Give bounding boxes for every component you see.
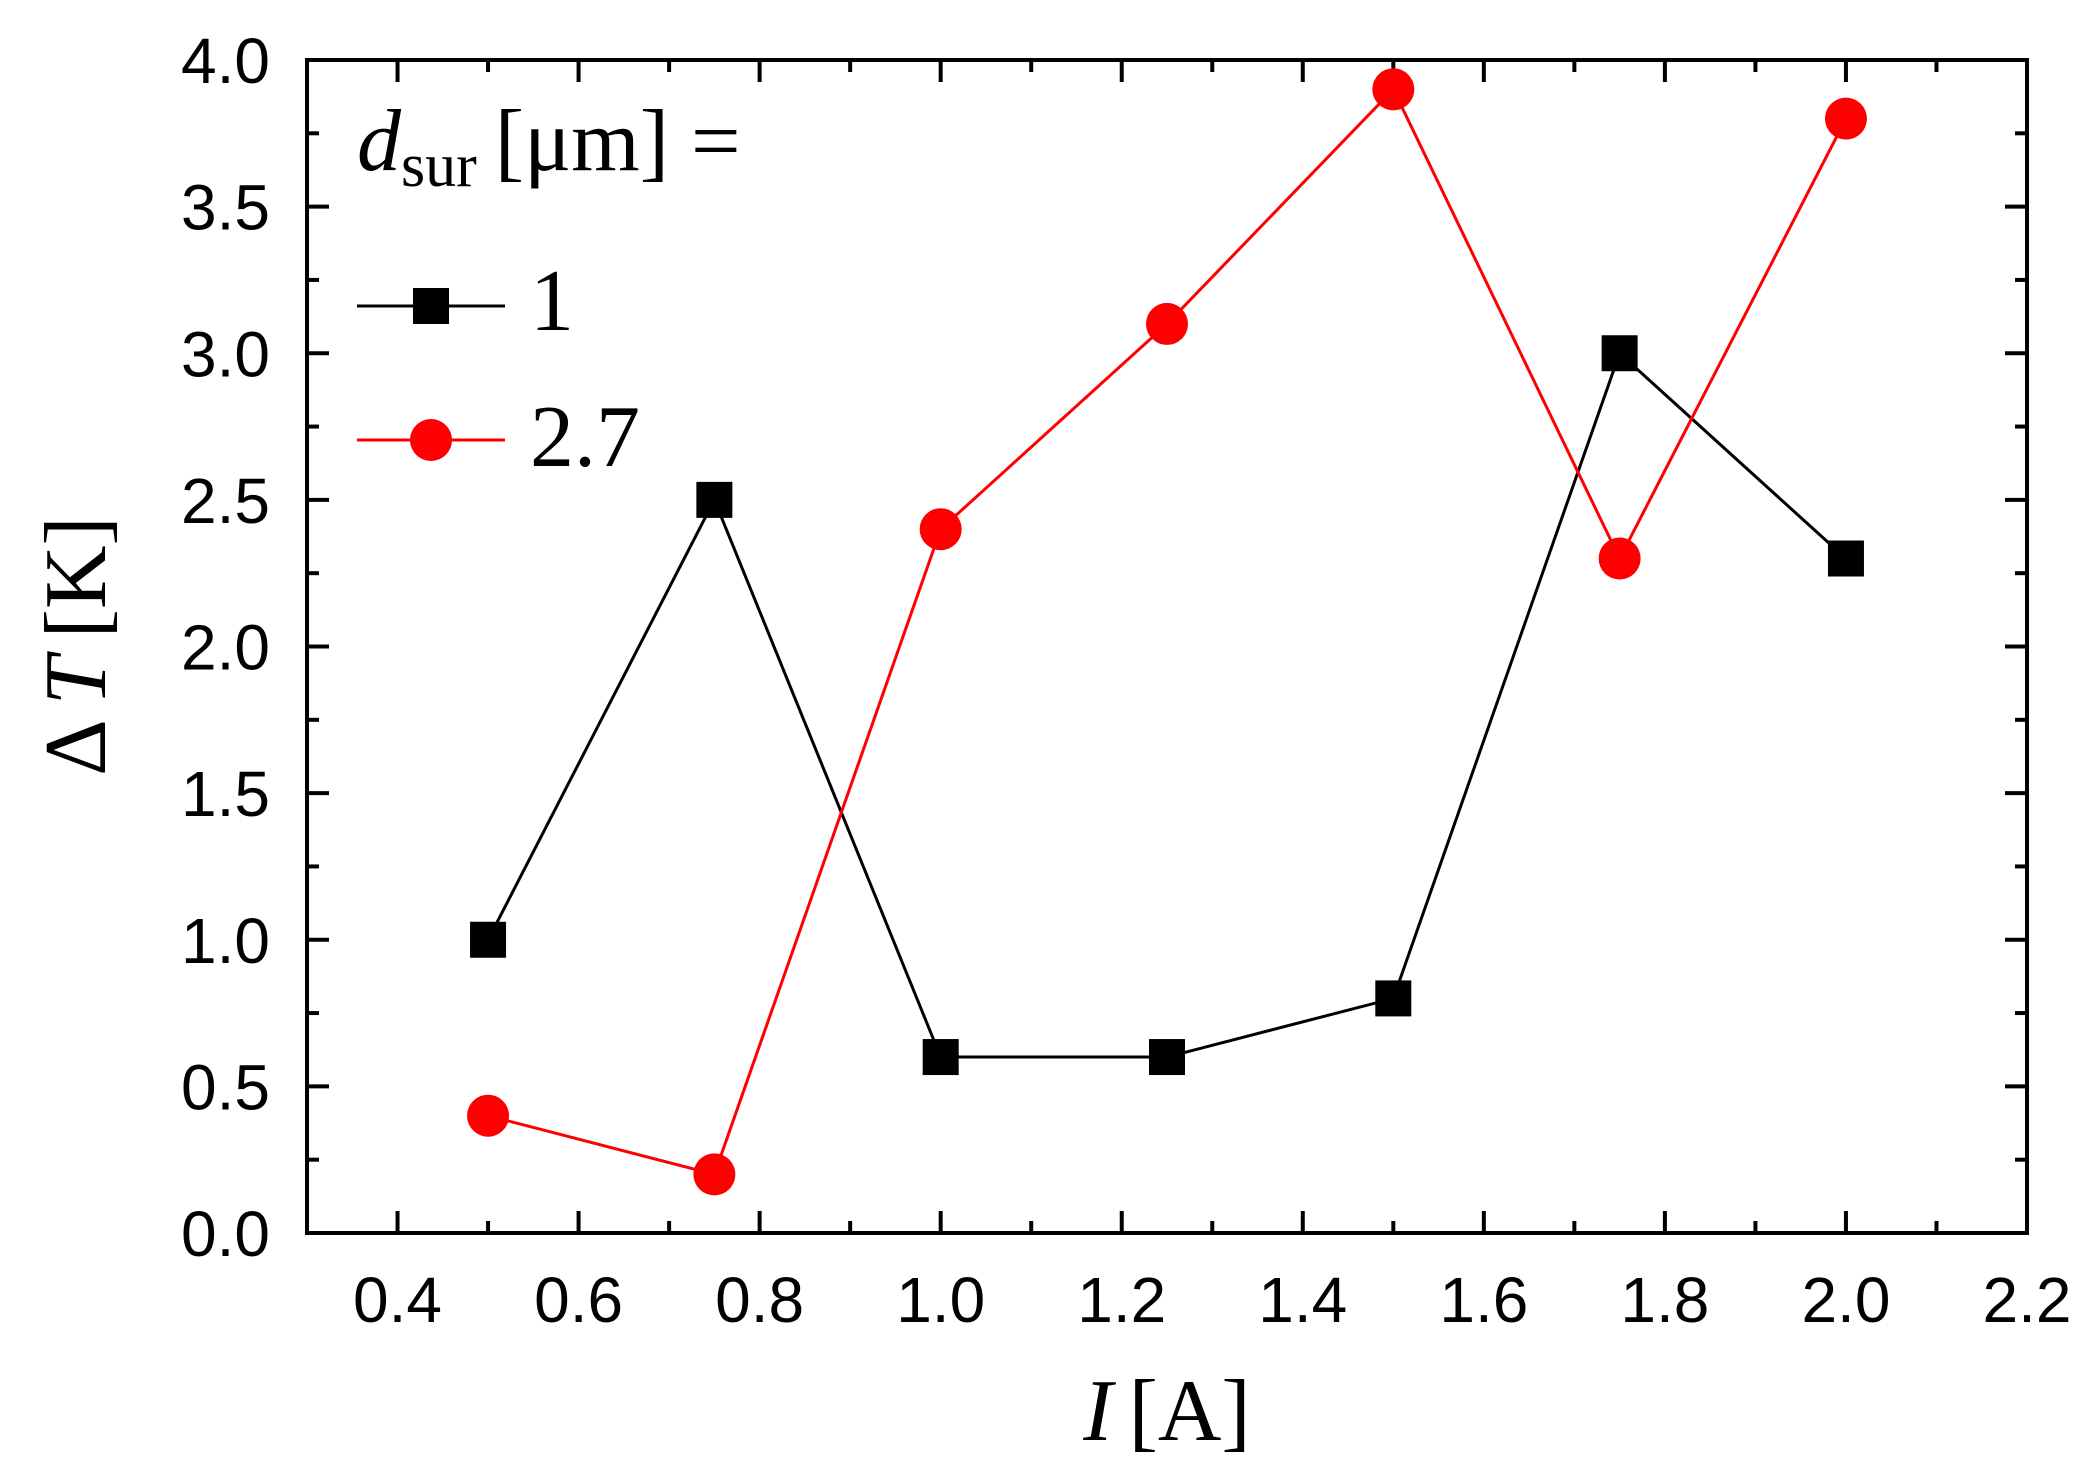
y-tick-label: 1.0	[181, 905, 270, 977]
y-axis-symbol: T	[28, 650, 125, 705]
y-tick-label: 2.0	[181, 612, 270, 684]
x-axis-unit: [A]	[1129, 1363, 1251, 1460]
x-tick-label: 0.6	[534, 1264, 623, 1336]
y-tick-label: 0.0	[181, 1198, 270, 1270]
x-tick-label: 0.8	[715, 1264, 804, 1336]
legend-title-subscript: sur	[401, 132, 477, 200]
series-1-point	[1149, 1039, 1185, 1076]
legend-label-series-1: 1	[530, 253, 574, 350]
series-2-line	[487, 86, 1848, 1177]
x-tick-label: 2.0	[1801, 1264, 1890, 1336]
y-tick-label: 3.0	[181, 318, 270, 390]
x-tick-label: 1.6	[1439, 1264, 1528, 1336]
series-1-point	[922, 1039, 959, 1076]
y-axis-prefix: Δ	[28, 719, 125, 776]
series-2-point	[1824, 97, 1867, 140]
x-axis-symbol: I	[1082, 1363, 1116, 1460]
series-2-point	[467, 1094, 510, 1137]
series-1-point	[1827, 540, 1864, 577]
y-tick-label: 4.0	[181, 25, 270, 97]
legend-label-series-2: 2.7	[530, 389, 640, 486]
y-tick-label: 3.5	[181, 172, 270, 244]
y-axis-title: ΔT [K]	[28, 516, 125, 776]
series-1-point	[1375, 980, 1412, 1017]
legend-marker-series-2	[410, 419, 452, 461]
series-2-point	[1146, 302, 1188, 345]
x-tick-label: 1.8	[1620, 1264, 1709, 1336]
series-2-point	[1372, 68, 1415, 111]
axis-tick-labels: 0.4 0.6 0.8 1.0 1.2 1.4 1.6 1.8 2.0 2.2 0.0 0.5 1.0 1…	[181, 25, 2071, 1336]
x-tick-label: 0.4	[353, 1264, 442, 1336]
legend-title: dsur [μm] =	[357, 93, 741, 200]
axis-ticks	[305, 58, 2029, 1235]
series-1-line	[486, 350, 1847, 1059]
legend-title-rest: [μm] =	[495, 93, 741, 190]
legend-title-symbol: d	[357, 93, 402, 190]
series-2-point	[1598, 537, 1641, 580]
y-tick-label: 0.5	[181, 1051, 270, 1123]
y-tick-label: 2.5	[181, 465, 270, 537]
y-tick-label: 1.5	[181, 758, 270, 830]
legend-marker-series-1	[413, 288, 449, 324]
series-2-point	[919, 508, 962, 551]
x-axis-title: I [A]	[1082, 1363, 1250, 1460]
x-tick-label: 1.2	[1077, 1264, 1166, 1336]
x-tick-label: 1.4	[1258, 1264, 1347, 1336]
x-tick-label: 1.0	[896, 1264, 985, 1336]
series-1-point	[470, 921, 507, 958]
y-axis-unit: [K]	[28, 516, 125, 638]
series-2-point	[693, 1153, 736, 1196]
x-tick-label: 2.2	[1983, 1264, 2072, 1336]
series-1-point	[1601, 335, 1638, 372]
legend: dsur [μm] = 1 2.7	[357, 93, 741, 486]
series-layer	[467, 68, 1867, 1196]
series-1-point	[696, 481, 733, 518]
